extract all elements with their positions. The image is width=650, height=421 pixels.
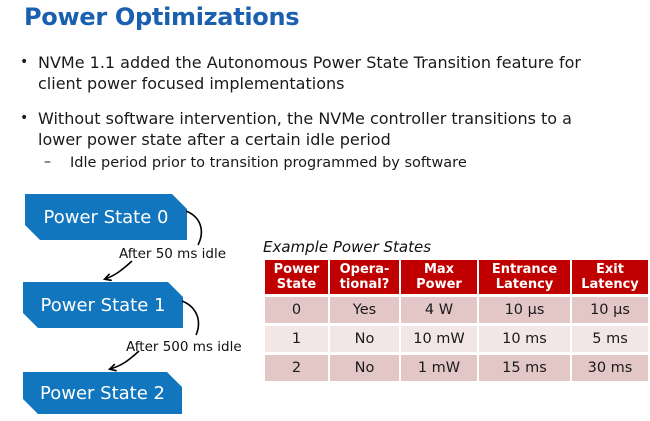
power-state-2-box: Power State 2 bbox=[23, 372, 182, 414]
dash-icon: – bbox=[44, 154, 51, 170]
table-cell: 2 bbox=[265, 355, 328, 381]
power-state-2-label: Power State 2 bbox=[40, 382, 165, 404]
table-cell: 10 mW bbox=[401, 326, 477, 352]
transition-label-50ms: After 50 ms idle bbox=[119, 246, 227, 262]
power-states-table: Power State Opera- tional? Max Power Ent… bbox=[265, 260, 648, 381]
sub-bullet-text: Idle period prior to transition programm… bbox=[70, 155, 467, 171]
table-caption: Example Power States bbox=[263, 238, 432, 256]
table-cell: 10 ms bbox=[479, 326, 570, 352]
table-cell: 1 mW bbox=[401, 355, 477, 381]
table-header-cell: Entrance Latency bbox=[479, 260, 570, 294]
curved-arrow-icon bbox=[181, 300, 200, 336]
table-cell: No bbox=[330, 326, 399, 352]
bullet-icon: • bbox=[20, 110, 29, 126]
table-cell: 5 ms bbox=[572, 326, 648, 352]
curved-arrow-icon bbox=[185, 210, 203, 246]
table-cell: 10 µs bbox=[572, 297, 648, 323]
table-header-cell: Opera- tional? bbox=[330, 260, 399, 294]
table-cell: Yes bbox=[330, 297, 399, 323]
table-cell: 15 ms bbox=[479, 355, 570, 381]
table-header-cell: Max Power bbox=[401, 260, 477, 294]
power-state-1-label: Power State 1 bbox=[40, 294, 166, 316]
bullet-icon: • bbox=[20, 54, 29, 70]
table-header-cell: Exit Latency bbox=[572, 260, 648, 294]
power-state-1-box: Power State 1 bbox=[23, 282, 183, 328]
table-cell: No bbox=[330, 355, 399, 381]
bullet-text-2: Without software intervention, the NVMe … bbox=[38, 109, 572, 149]
bullet-text-1: NVMe 1.1 added the Autonomous Power Stat… bbox=[38, 53, 581, 93]
table-header-cell: Power State bbox=[265, 260, 328, 294]
table-cell: 1 bbox=[265, 326, 328, 352]
table-cell: 4 W bbox=[401, 297, 477, 323]
curved-arrow-icon bbox=[105, 260, 133, 279]
table-cell: 30 ms bbox=[572, 355, 648, 381]
table-cell: 10 µs bbox=[479, 297, 570, 323]
power-state-0-box: Power State 0 bbox=[25, 194, 187, 240]
power-state-0-label: Power State 0 bbox=[43, 206, 169, 228]
transition-label-500ms: After 500 ms idle bbox=[126, 339, 242, 355]
table-cell: 0 bbox=[265, 297, 328, 323]
page-title: Power Optimizations bbox=[24, 3, 300, 31]
